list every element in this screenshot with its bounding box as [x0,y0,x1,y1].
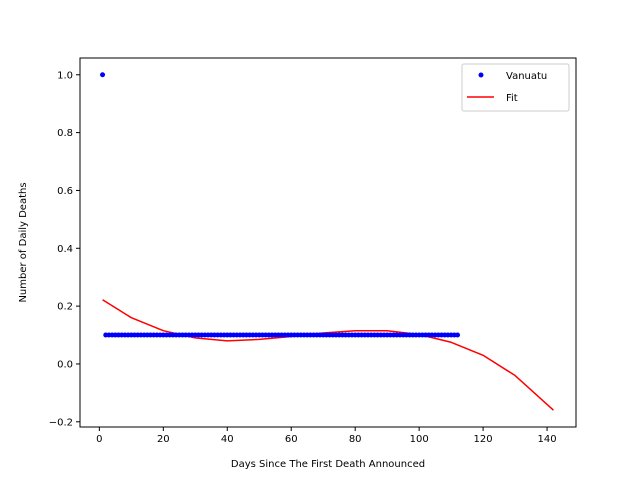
data-point [100,72,106,78]
legend-label-vanuatu: Vanuatu [506,71,547,82]
y-axis-label: Number of Daily Deaths [18,182,29,302]
x-tick-label: 40 [221,434,234,445]
legend-box [461,63,570,112]
x-axis-label: Days Since The First Death Announced [231,459,425,470]
x-tick-label: 140 [538,434,557,445]
legend-marker-vanuatu [478,72,484,78]
plot-background [80,58,576,427]
legend: Vanuatu Fit [461,63,570,112]
x-tick-label: 20 [157,434,170,445]
y-axis-ticks: −0.2 0.0 0.2 0.4 0.6 0.8 1.0 [49,70,80,428]
y-tick-label: −0.2 [49,417,73,428]
y-tick-label: 0.6 [57,186,73,197]
data-point [455,332,461,338]
y-tick-label: 0.4 [57,244,73,255]
y-tick-label: 0.0 [57,359,73,370]
vanuatu-series [100,72,461,338]
x-tick-label: 80 [349,434,362,445]
y-tick-label: 1.0 [57,70,73,81]
legend-label-fit: Fit [506,93,518,104]
plot-frame [79,57,577,428]
y-tick-label: 0.8 [57,128,73,139]
x-tick-label: 120 [474,434,493,445]
x-tick-label: 60 [285,434,298,445]
y-tick-label: 0.2 [57,302,73,313]
x-tick-label: 0 [96,434,102,445]
x-tick-label: 100 [410,434,429,445]
x-axis-ticks: 0 20 40 60 80 100 120 140 [96,427,557,445]
